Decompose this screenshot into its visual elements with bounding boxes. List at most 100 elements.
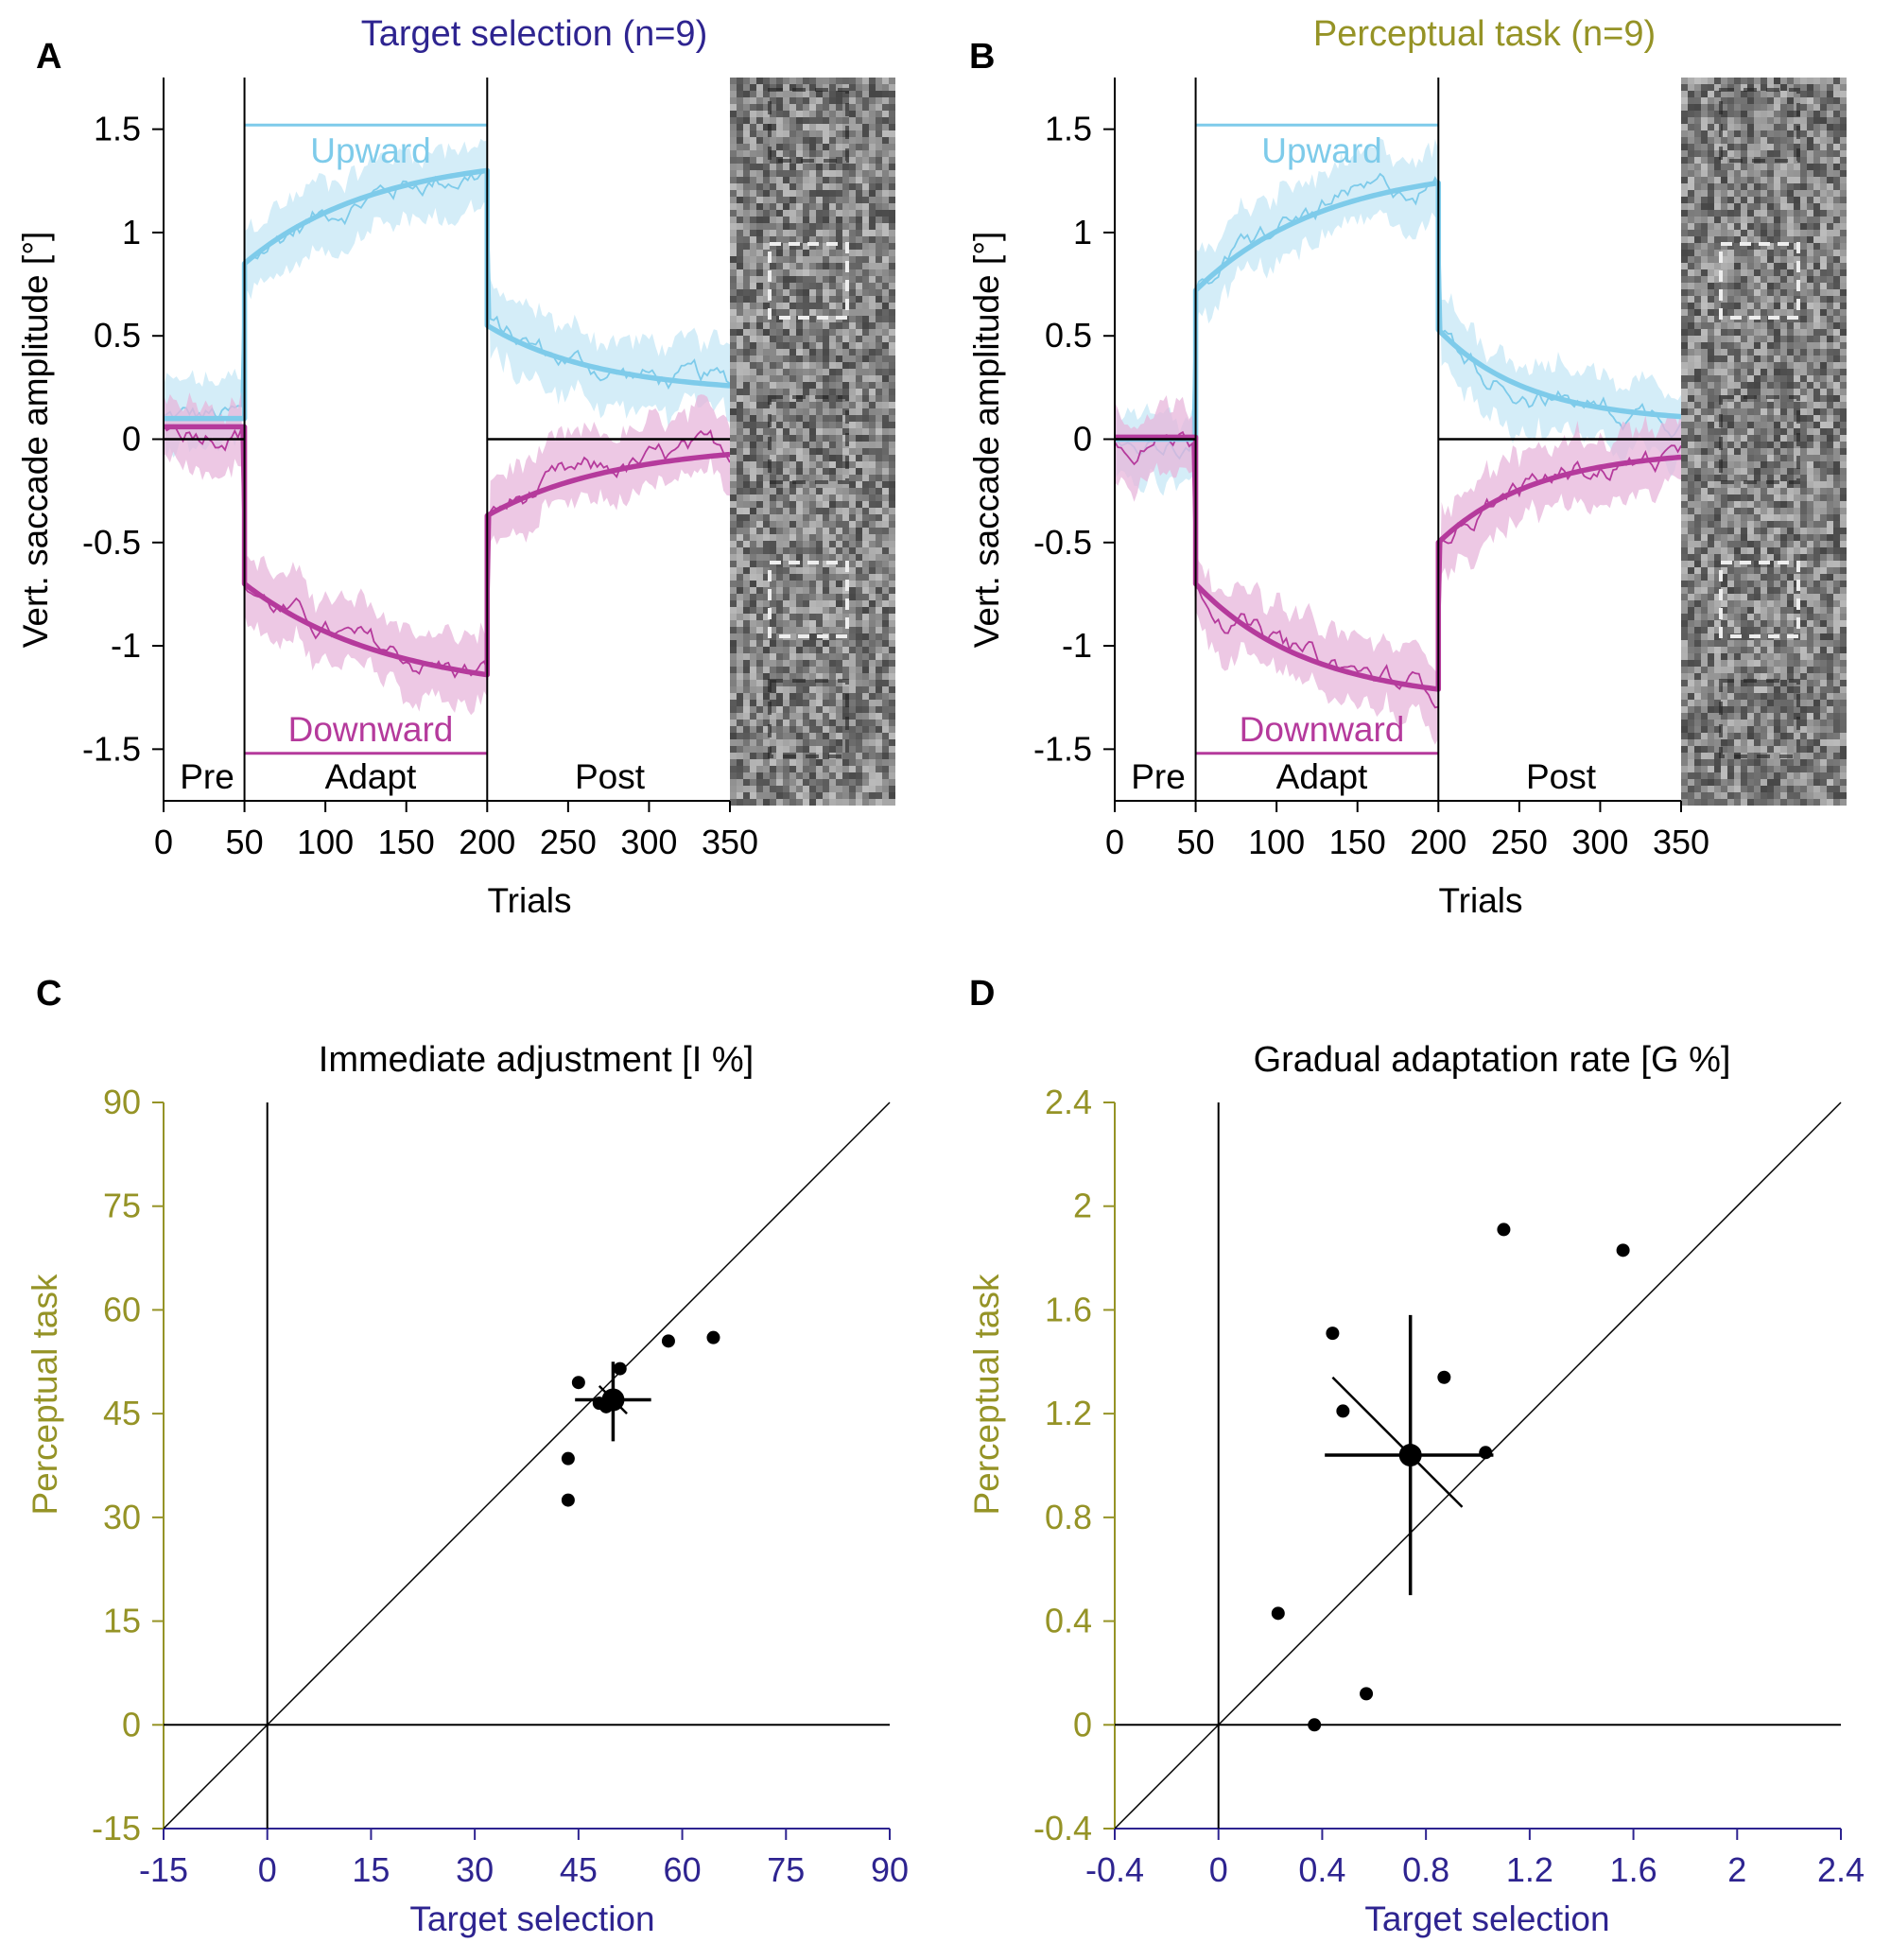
noise-cell: [1721, 124, 1727, 130]
noise-cell: [1840, 415, 1847, 422]
noise-cell: [756, 594, 763, 600]
noise-cell: [1714, 276, 1721, 283]
noise-cell: [1701, 488, 1708, 494]
noise-cell: [816, 203, 823, 210]
noise-cell: [823, 614, 829, 620]
noise-cell: [1833, 183, 1840, 190]
noise-cell: [856, 620, 862, 627]
noise-cell: [743, 157, 750, 164]
noise-cell: [862, 514, 869, 521]
noise-cell: [1708, 117, 1714, 124]
noise-cell: [750, 349, 756, 356]
noise-cell: [1761, 170, 1767, 177]
noise-cell: [876, 673, 882, 680]
noise-cell: [1741, 250, 1747, 256]
noise-cell: [737, 667, 743, 673]
noise-cell: [1820, 461, 1827, 468]
noise-cell: [869, 336, 876, 342]
noise-cell: [1780, 408, 1787, 415]
noise-cell: [1807, 124, 1813, 130]
noise-cell: [849, 514, 856, 521]
noise-cell: [750, 342, 756, 349]
noise-cell: [1794, 230, 1800, 236]
noise-cell: [876, 382, 882, 389]
noise-cell: [836, 706, 842, 713]
noise-cell: [737, 627, 743, 633]
noise-cell: [743, 369, 750, 375]
noise-cell: [856, 130, 862, 137]
noise-cell: [1820, 561, 1827, 567]
noise-cell: [776, 468, 783, 475]
noise-cell: [770, 283, 776, 289]
noise-cell: [842, 786, 849, 792]
noise-cell: [889, 494, 895, 501]
noise-cell: [1833, 349, 1840, 356]
noise-cell: [770, 336, 776, 342]
noise-cell: [829, 336, 836, 342]
noise-cell: [849, 269, 856, 276]
noise-cell: [862, 422, 869, 428]
noise-cell: [869, 296, 876, 303]
noise-cell: [1754, 296, 1761, 303]
noise-cell: [1827, 256, 1833, 263]
noise-cell: [1807, 554, 1813, 561]
noise-cell: [737, 296, 743, 303]
noise-cell: [809, 481, 816, 488]
noise-cell: [737, 428, 743, 435]
noise-cell: [1681, 607, 1688, 614]
noise-cell: [882, 627, 889, 633]
noise-cell: [1774, 561, 1780, 567]
noise-cell: [829, 283, 836, 289]
noise-cell: [750, 78, 756, 84]
noise-cell: [836, 700, 842, 706]
noise-cell: [1827, 111, 1833, 117]
noise-cell: [737, 633, 743, 640]
noise-cell: [737, 435, 743, 442]
noise-cell: [1727, 408, 1734, 415]
noise-cell: [869, 792, 876, 799]
panel-a-title: Target selection (n=9): [361, 14, 707, 54]
noise-cell: [816, 581, 823, 587]
noise-cell: [730, 528, 737, 534]
noise-cell: [1694, 395, 1701, 402]
noise-cell: [836, 84, 842, 91]
noise-cell: [1681, 316, 1688, 322]
noise-cell: [1833, 256, 1840, 263]
noise-cell: [816, 230, 823, 236]
noise-cell: [756, 587, 763, 594]
noise-cell: [1833, 230, 1840, 236]
noise-cell: [829, 667, 836, 673]
noise-cell: [809, 117, 816, 124]
noise-cell: [889, 468, 895, 475]
noise-cell: [1694, 84, 1701, 91]
noise-cell: [1741, 627, 1747, 633]
noise-cell: [803, 547, 809, 554]
noise-cell: [737, 117, 743, 124]
noise-cell: [756, 91, 763, 97]
noise-cell: [823, 362, 829, 369]
noise-cell: [1701, 627, 1708, 633]
noise-cell: [842, 256, 849, 263]
noise-cell: [1813, 375, 1820, 382]
noise-cell: [869, 130, 876, 137]
noise-cell: [1787, 488, 1794, 494]
noise-cell: [1813, 283, 1820, 289]
noise-cell: [1741, 157, 1747, 164]
noise-cell: [1714, 620, 1721, 627]
noise-cell: [789, 177, 796, 183]
noise-cell: [1688, 614, 1694, 620]
noise-cell: [1820, 574, 1827, 581]
noise-cell: [816, 402, 823, 408]
noise-cell: [849, 263, 856, 269]
noise-cell: [836, 686, 842, 693]
noise-cell: [770, 587, 776, 594]
noise-cell: [789, 501, 796, 508]
noise-cell: [730, 693, 737, 700]
noise-cell: [1774, 322, 1780, 329]
noise-cell: [783, 289, 789, 296]
noise-cell: [809, 243, 816, 250]
noise-cell: [796, 600, 803, 607]
noise-cell: [796, 627, 803, 633]
noise-cell: [849, 336, 856, 342]
noise-cell: [862, 316, 869, 322]
